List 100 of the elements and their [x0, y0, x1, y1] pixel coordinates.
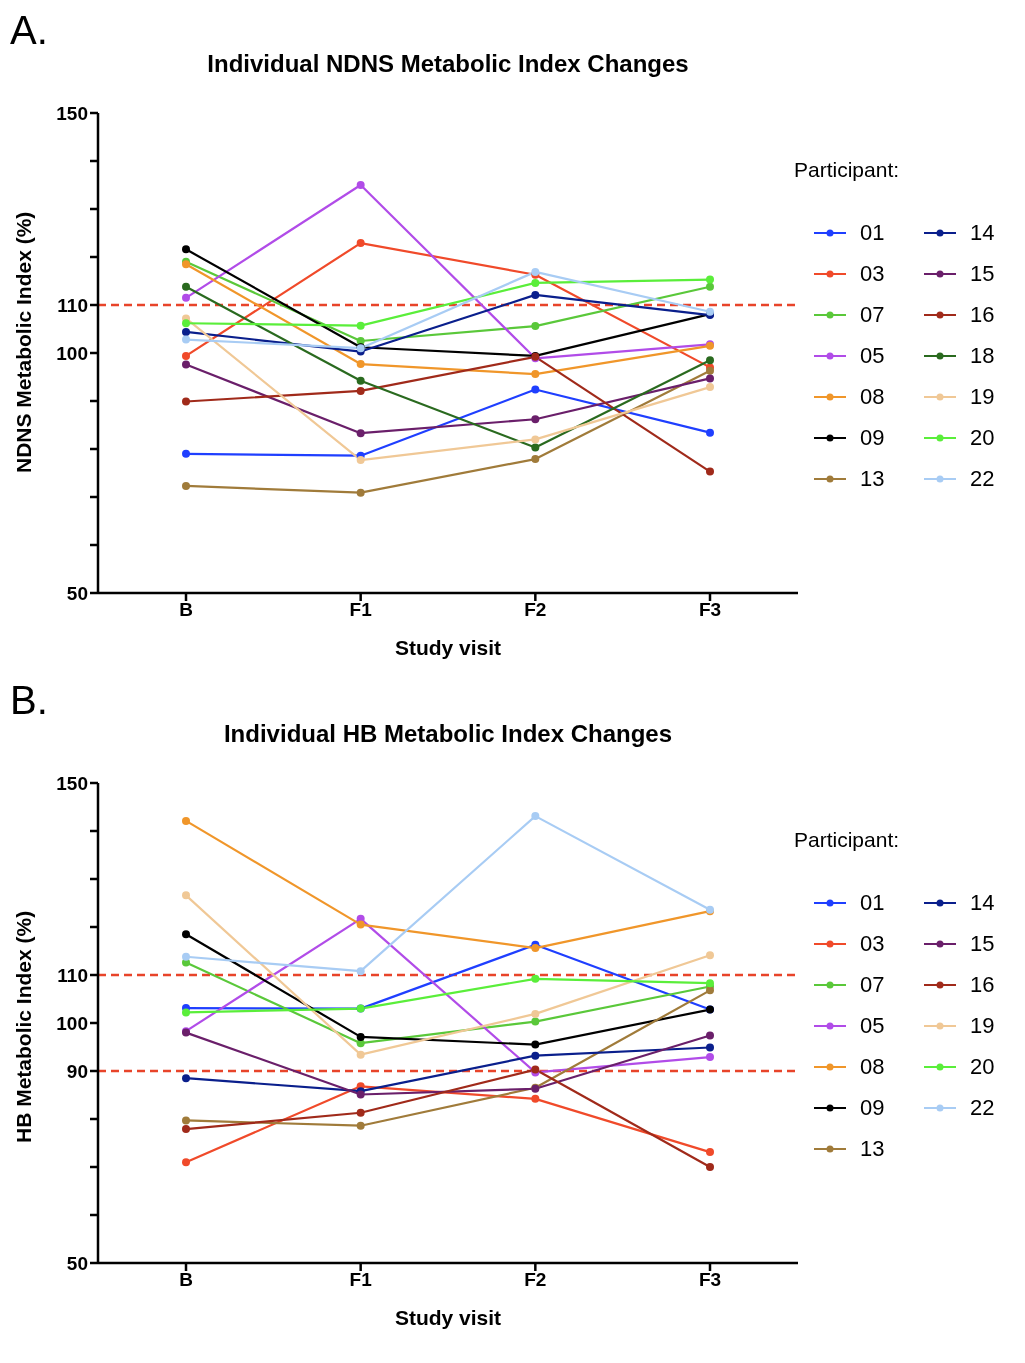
point: [531, 370, 540, 379]
legend-label: 19: [970, 383, 995, 410]
legend-label: 09: [860, 424, 885, 451]
point: [182, 481, 190, 490]
point: [182, 1125, 190, 1134]
point: [182, 351, 190, 360]
point: [531, 1094, 540, 1103]
point: [706, 374, 714, 383]
point: [531, 1017, 540, 1026]
legend-label: 03: [860, 930, 885, 957]
legend-label: 20: [970, 1053, 995, 1080]
point: [706, 951, 714, 960]
legend-label: 16: [970, 301, 995, 328]
point: [182, 335, 190, 344]
legend-label: 07: [860, 301, 885, 328]
y-tick-label: 110: [57, 964, 88, 986]
text: A.: [10, 8, 48, 53]
point: [356, 181, 365, 189]
legend-label: 22: [970, 465, 995, 492]
point: [706, 356, 714, 365]
x-tick-label: F2: [524, 599, 547, 621]
legend-label: 05: [860, 1012, 885, 1039]
point: [182, 1074, 190, 1083]
x-tick-label: B: [179, 1269, 193, 1291]
x-tick-label: F3: [698, 599, 722, 621]
point: [531, 385, 540, 394]
point: [706, 1053, 714, 1062]
point: [531, 1040, 540, 1049]
legend-label: 13: [860, 1135, 885, 1162]
point: [356, 321, 365, 330]
point: [182, 282, 190, 291]
legend-label: 08: [860, 383, 885, 410]
point: [706, 1043, 714, 1052]
legend-title: Participant:: [794, 158, 901, 182]
point: [182, 319, 190, 328]
point: [182, 360, 190, 369]
point: [356, 1050, 365, 1059]
point: [531, 322, 540, 331]
point: [706, 467, 714, 476]
legend-label: 03: [860, 260, 885, 287]
point: [182, 1116, 190, 1125]
point: [356, 376, 365, 385]
point: [531, 944, 540, 953]
legend-label: 15: [970, 260, 995, 287]
point: [706, 428, 714, 437]
legend-label: 15: [970, 930, 995, 957]
point: [706, 1148, 714, 1157]
point: [356, 1121, 365, 1130]
legend-label: 09: [860, 1094, 885, 1121]
legend-label: 20: [970, 424, 995, 451]
chart-title: Individual HB Metabolic Index Changes: [222, 720, 674, 748]
point: [182, 1158, 190, 1167]
point: [531, 455, 540, 464]
point: [182, 397, 190, 406]
legend-label: 05: [860, 342, 885, 369]
point: [356, 488, 365, 497]
point: [531, 1051, 540, 1060]
point: [356, 920, 365, 929]
y-axis-title: NDNS Metabolic Index (%): [12, 211, 36, 473]
x-tick-label: F1: [349, 1269, 373, 1291]
point: [356, 429, 365, 438]
y-tick-label: 150: [56, 772, 88, 794]
point: [182, 891, 190, 900]
chart-title: Individual NDNS Metabolic Index Changes: [206, 50, 690, 78]
legend-label: 14: [970, 889, 995, 916]
x-axis-title: Study visit: [394, 636, 502, 659]
legend-label: 22: [970, 1094, 995, 1121]
point: [706, 383, 714, 392]
y-axis-title: HB Metabolic Index (%): [12, 910, 36, 1143]
point: [531, 812, 540, 821]
legend-label: 07: [860, 971, 885, 998]
legend-label: 08: [860, 1053, 885, 1080]
point: [531, 278, 540, 287]
y-tick-label: 90: [66, 1060, 88, 1082]
legend-title: Participant:: [794, 828, 901, 852]
y-tick-label: 150: [56, 102, 88, 124]
y-tick-label: 50: [66, 1252, 88, 1274]
point: [356, 967, 365, 976]
point: [706, 282, 714, 291]
legend-label: 18: [970, 342, 995, 369]
point: [531, 415, 540, 424]
point: [706, 275, 714, 284]
point: [356, 1108, 365, 1117]
point: [531, 443, 540, 452]
point: [182, 293, 190, 302]
point: [531, 435, 540, 444]
y-tick-label: 100: [56, 1012, 88, 1034]
x-axis-title: Study visit: [394, 1306, 502, 1329]
point: [182, 1008, 190, 1017]
point: [182, 952, 190, 961]
point: [706, 1163, 714, 1171]
point: [706, 1031, 714, 1040]
point: [182, 930, 190, 939]
x-tick-label: F1: [349, 599, 373, 621]
legend-label: 01: [860, 219, 885, 246]
point: [356, 386, 365, 395]
point: [356, 360, 365, 369]
legend-label: 01: [860, 889, 885, 916]
point: [356, 239, 365, 248]
x-tick-label: F3: [698, 1269, 722, 1291]
